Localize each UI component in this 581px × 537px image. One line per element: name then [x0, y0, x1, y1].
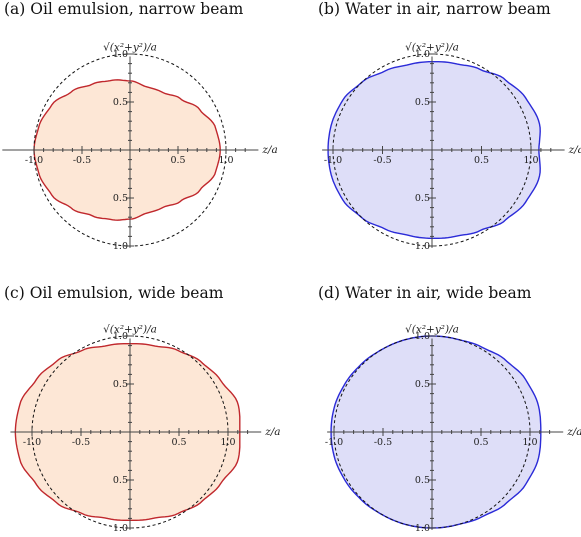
x-tick-label: 0.5 — [171, 437, 186, 448]
x-tick-label: -0.5 — [374, 437, 392, 448]
x-tick-label: -0.5 — [72, 437, 90, 448]
x-axis-label: z/a — [566, 426, 581, 438]
panel-c: (c) Oil emulsion, wide beam -1.0 -0.5 0.5 1.… — [4, 284, 281, 534]
y-tick-label: 1.0 — [113, 331, 128, 342]
y-axis-label: √(x²+y²)/a — [405, 323, 459, 335]
panel-title: (c) Oil emulsion, wide beam — [4, 284, 224, 302]
x-tick-label: -1.0 — [325, 437, 343, 448]
y-tick-label: 0.5 — [113, 193, 128, 204]
y-tick-label: 0.5 — [415, 475, 430, 486]
y-tick-label: 0.5 — [415, 379, 430, 390]
y-tick-label: 1.0 — [415, 523, 430, 534]
x-tick-label: 1.0 — [220, 437, 235, 448]
panel-title: (d) Water in air, wide beam — [318, 284, 532, 302]
y-tick-label: 1.0 — [113, 49, 128, 60]
y-tick-label: 1.0 — [415, 331, 430, 342]
x-axis-label: z/a — [261, 144, 277, 156]
x-tick-label: -1.0 — [23, 437, 41, 448]
y-tick-label: 1.0 — [113, 241, 128, 252]
y-tick-label: 0.5 — [415, 97, 430, 108]
x-tick-label: 0.5 — [170, 155, 185, 166]
x-tick-label: -0.5 — [373, 155, 391, 166]
x-tick-label: 1.0 — [522, 437, 537, 448]
x-axis-label: z/a — [568, 144, 581, 156]
panel-b: (b) Water in air, narrow beam -1.0 -0.5 0.5… — [318, 0, 581, 252]
y-axis-label: √(x²+y²)/a — [405, 41, 459, 53]
panel-title: (b) Water in air, narrow beam — [318, 0, 551, 18]
y-tick-label: 0.5 — [113, 379, 128, 390]
x-tick-label: -1.0 — [25, 155, 43, 166]
panel-a: (a) Oil emulsion, narrow beam -1.0 -0.5 0.5… — [2, 0, 278, 252]
panel-d: (d) Water in air, wide beam -1.0 -0.5 0.5 1.… — [318, 284, 581, 534]
x-tick-label: -0.5 — [73, 155, 91, 166]
x-tick-label: -1.0 — [324, 155, 342, 166]
x-axis-label: z/a — [264, 426, 280, 438]
y-axis-label: √(x²+y²)/a — [103, 41, 157, 53]
y-tick-label: 0.5 — [415, 193, 430, 204]
x-tick-label: 1.0 — [218, 155, 233, 166]
panel-title: (a) Oil emulsion, narrow beam — [4, 0, 244, 18]
y-tick-label: 0.5 — [113, 97, 128, 108]
x-tick-label: 0.5 — [474, 155, 489, 166]
y-tick-label: 1.0 — [415, 49, 430, 60]
x-tick-label: 1.0 — [523, 155, 538, 166]
y-tick-label: 0.5 — [113, 475, 128, 486]
x-tick-label: 0.5 — [473, 437, 488, 448]
y-axis-label: √(x²+y²)/a — [103, 323, 157, 335]
y-tick-label: 1.0 — [113, 523, 128, 534]
y-tick-label: 1.0 — [415, 241, 430, 252]
